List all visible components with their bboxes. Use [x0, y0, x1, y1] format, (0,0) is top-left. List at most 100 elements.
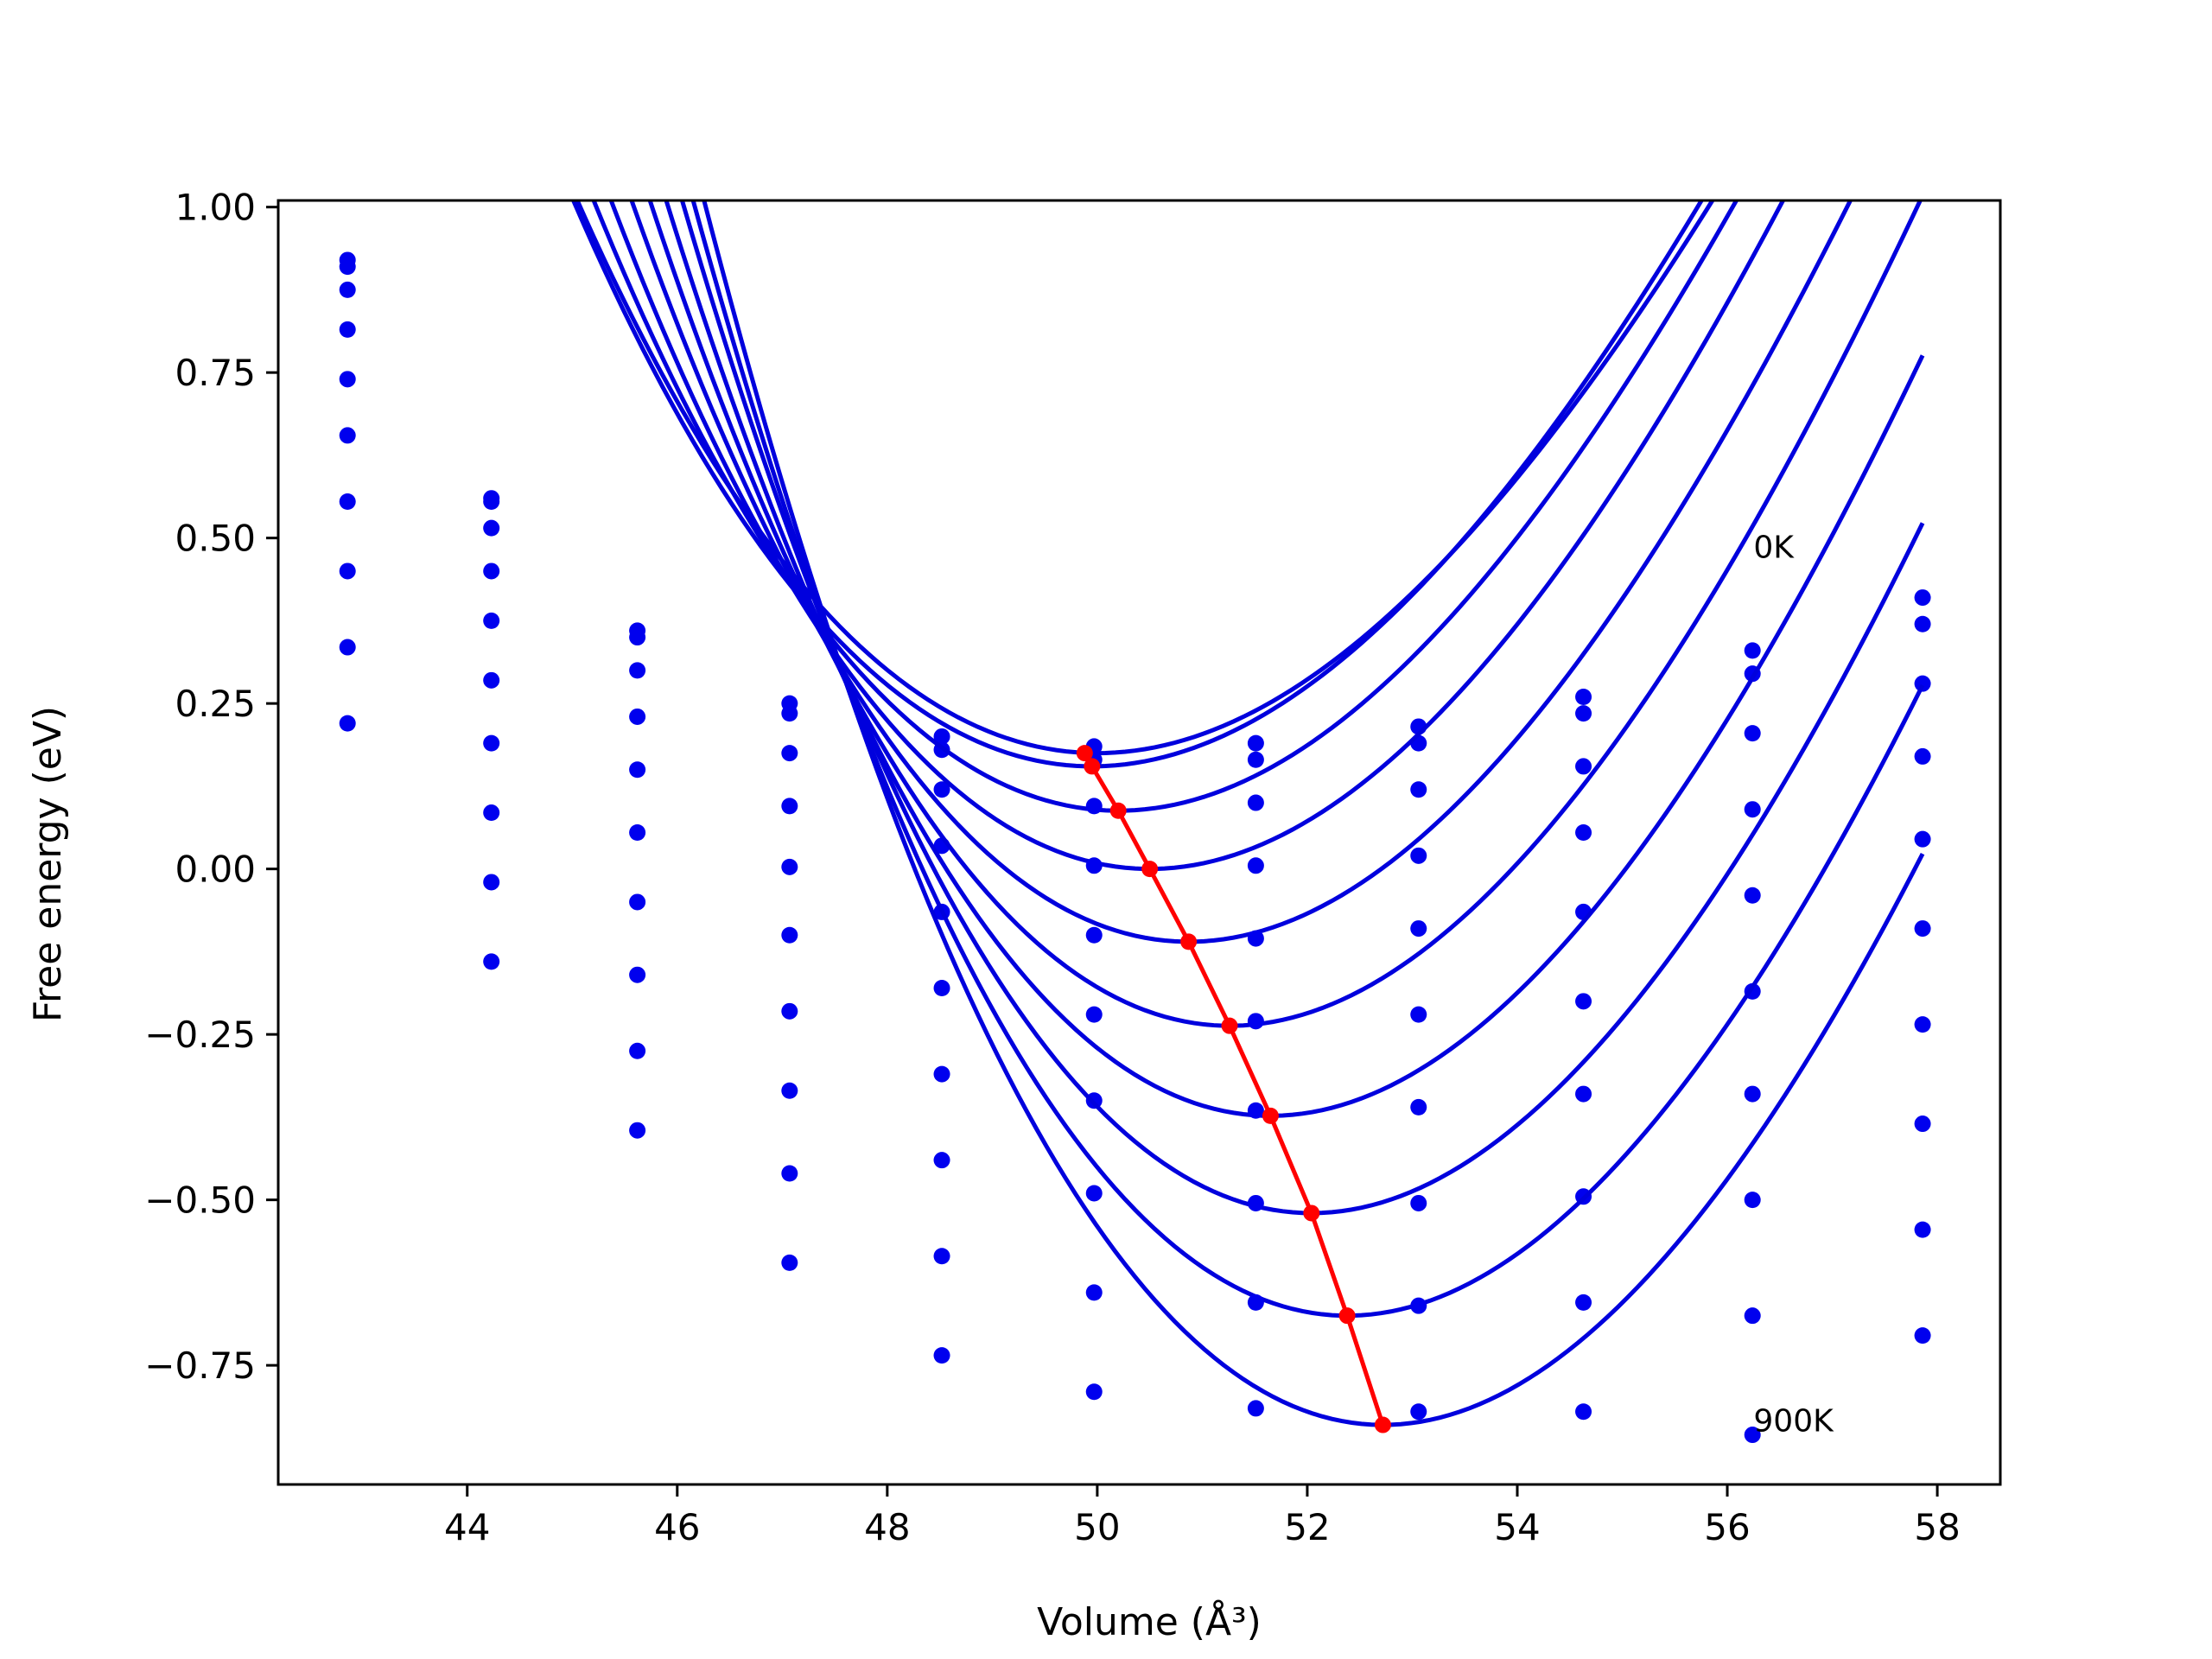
data-point	[1247, 1194, 1264, 1211]
data-point	[1247, 734, 1264, 752]
y-tick-label: 0.50	[175, 518, 256, 560]
data-point	[629, 761, 646, 779]
data-point	[1575, 688, 1592, 705]
data-point	[1085, 798, 1103, 815]
data-point	[483, 671, 500, 689]
data-point	[1085, 1185, 1103, 1202]
fit-curve-9	[702, 200, 1925, 1427]
y-tick-label: 1.00	[175, 187, 256, 229]
y-axis: 1.00 0.75 0.50 0.25 0.00 −0.25 −0.50 −0.75	[144, 187, 278, 1387]
data-point	[1247, 1013, 1264, 1030]
x-tick-label: 56	[1704, 1506, 1750, 1548]
data-point	[1914, 589, 1931, 607]
data-point	[781, 858, 798, 875]
data-point	[1575, 1403, 1592, 1421]
data-point	[629, 629, 646, 646]
data-point	[629, 966, 646, 983]
data-point	[933, 781, 950, 798]
data-point	[339, 563, 356, 580]
data-point	[1247, 751, 1264, 768]
data-point	[933, 1065, 950, 1083]
data-point	[1744, 887, 1761, 904]
data-point	[1410, 1098, 1427, 1116]
data-point	[933, 1248, 950, 1265]
data-point	[1914, 675, 1931, 692]
data-point	[1744, 642, 1761, 659]
data-point	[1575, 705, 1592, 722]
data-point	[1247, 930, 1264, 947]
data-point	[1247, 794, 1264, 811]
data-point	[339, 321, 356, 338]
data-point	[1085, 857, 1103, 874]
data-point	[1575, 1085, 1592, 1103]
data-point	[1914, 1016, 1931, 1033]
data-point	[781, 798, 798, 815]
fit-curve-8	[690, 200, 1925, 1319]
annotations: 0K 900K	[1753, 531, 1834, 1440]
data-point	[1410, 920, 1427, 938]
data-point	[483, 953, 500, 970]
minimum-point	[1262, 1107, 1279, 1124]
x-tick-label: 50	[1074, 1506, 1120, 1548]
x-axis-title: Volume (Å³)	[1037, 1599, 1262, 1644]
data-point	[1410, 1006, 1427, 1023]
temperature-label-1: 900K	[1753, 1404, 1834, 1440]
data-point	[1914, 1327, 1931, 1344]
data-point	[483, 493, 500, 511]
data-point	[933, 728, 950, 745]
data-point	[1744, 725, 1761, 742]
data-point	[339, 427, 356, 444]
data-point	[1410, 1194, 1427, 1211]
y-tick-label: −0.25	[144, 1014, 256, 1056]
data-point	[781, 1165, 798, 1182]
data-point	[1914, 830, 1931, 848]
data-point	[1085, 1383, 1103, 1401]
data-point	[339, 639, 356, 656]
data-point	[781, 1254, 798, 1271]
data-point	[1247, 1102, 1264, 1119]
data-point	[629, 662, 646, 679]
data-point	[1744, 1307, 1761, 1325]
data-point	[781, 745, 798, 762]
y-tick-label: −0.50	[144, 1179, 256, 1222]
data-point	[1575, 993, 1592, 1010]
x-axis: 44 46 48 50 52 54 56 58	[444, 1484, 1961, 1548]
data-point	[483, 874, 500, 891]
x-tick-label: 58	[1914, 1506, 1960, 1548]
fit-curve-1	[570, 200, 1705, 769]
data-point	[483, 804, 500, 822]
data-point	[1575, 1294, 1592, 1311]
minimum-point	[1180, 933, 1198, 950]
data-point	[1914, 1221, 1931, 1238]
data-point	[1914, 1116, 1931, 1133]
y-axis-title: Free energy (eV)	[26, 706, 70, 1022]
data-point	[483, 563, 500, 580]
data-point	[1914, 615, 1931, 632]
data-point	[1744, 1192, 1761, 1209]
data-point	[339, 258, 356, 276]
minimum-line	[1083, 752, 1385, 1426]
data-point	[1410, 847, 1427, 864]
plot-frame	[276, 199, 2002, 1486]
data-point	[781, 705, 798, 722]
data-point	[1575, 758, 1592, 775]
data-point	[781, 1082, 798, 1099]
fit-curve-4	[629, 200, 1853, 944]
y-tick-label: 0.00	[175, 849, 256, 891]
x-tick-label: 46	[654, 1506, 700, 1548]
data-point	[1744, 1085, 1761, 1103]
data-point	[1914, 920, 1931, 938]
data-point	[1410, 1403, 1427, 1421]
data-point	[1085, 1284, 1103, 1301]
fit-curve-2	[591, 200, 1739, 813]
plot-area	[339, 200, 1931, 1444]
data-point	[1247, 857, 1264, 874]
data-point	[339, 281, 356, 298]
data-point	[1085, 1006, 1103, 1023]
data-point	[781, 1002, 798, 1020]
data-point	[933, 1152, 950, 1169]
data-point	[629, 1042, 646, 1059]
data-point	[629, 1122, 646, 1139]
